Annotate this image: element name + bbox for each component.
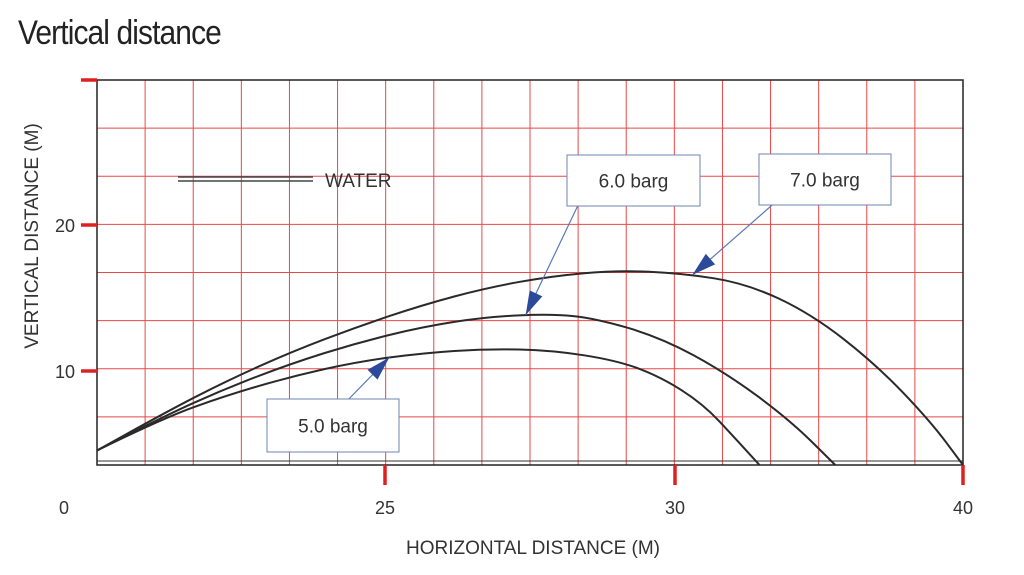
- series-layer: [96, 270, 964, 466]
- curve-5-0-barg: [96, 348, 761, 466]
- y-tick-label: 10: [55, 362, 75, 382]
- grid-layer: [97, 80, 963, 465]
- page-title: Vertical distance: [18, 14, 222, 52]
- callout-6-0-barg: 6.0 barg: [525, 154, 701, 316]
- callout-label: 5.0 barg: [298, 417, 368, 438]
- x-tick-label: 30: [665, 498, 685, 518]
- x-tick-label: 0: [59, 498, 69, 518]
- callout-arrowhead: [367, 357, 390, 380]
- callout-label: 6.0 barg: [599, 172, 669, 193]
- x-tick-label: 40: [953, 498, 973, 518]
- legend: WATER: [178, 171, 392, 192]
- callout-arrowhead: [525, 290, 543, 316]
- callout-arrowhead: [692, 253, 716, 275]
- callout-layer: 6.0 barg 7.0 barg 5.0 barg: [266, 153, 892, 453]
- callout-label: 7.0 barg: [790, 171, 860, 192]
- callout-box: [566, 154, 701, 207]
- legend-label: WATER: [325, 171, 392, 192]
- callout-box: [266, 398, 400, 453]
- x-axis-title: HORIZONTAL DISTANCE (M): [406, 538, 660, 559]
- curve-7-0-barg: [96, 270, 964, 466]
- y-tick-label: 20: [55, 216, 75, 236]
- plot-border: [96, 79, 964, 466]
- x-tick-label: 25: [375, 498, 395, 518]
- callout-5-0-barg: 5.0 barg: [266, 357, 400, 453]
- curve-6-0-barg: [96, 313, 836, 466]
- callout-box: [758, 153, 892, 206]
- y-axis-title: VERTICAL DISTANCE (M): [22, 123, 43, 349]
- tick-layer: 10 20 0 25 30 40: [55, 78, 973, 518]
- callout-7-0-barg: 7.0 barg: [691, 153, 892, 276]
